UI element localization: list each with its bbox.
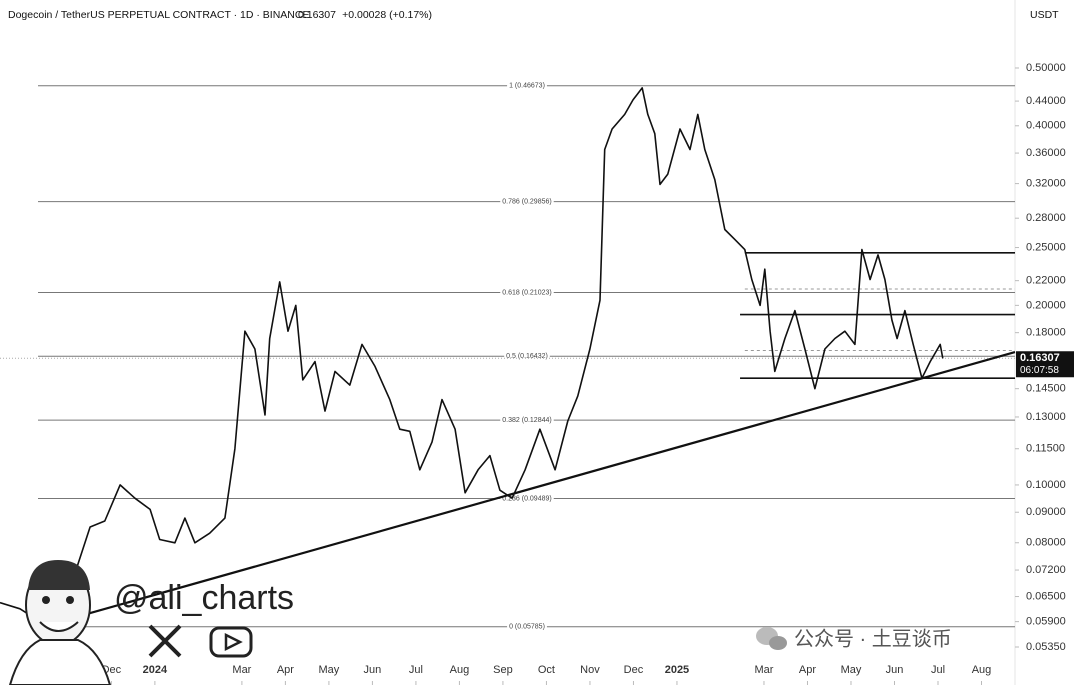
x-tick-label: May: [319, 664, 340, 676]
fib-label: 1 (0.46673): [509, 83, 545, 90]
y-tick-label: 0.08000: [1026, 537, 1066, 549]
x-tick-label: Oct: [538, 664, 555, 676]
y-tick-label: 0.20000: [1026, 299, 1066, 311]
y-tick-label: 0.13000: [1026, 411, 1066, 423]
x-tick-label: Mar: [232, 664, 251, 676]
y-tick-label: 0.28000: [1026, 212, 1066, 224]
avatar-mouth: [39, 621, 79, 632]
fib-label-bg: [500, 289, 554, 297]
y-tick-label: 0.50000: [1026, 62, 1066, 74]
x-tick-label: Jun: [886, 664, 904, 676]
y-tick-label: 0.05350: [1026, 641, 1066, 653]
fib-label-bg: [504, 353, 550, 361]
x-tick-label: Dec: [624, 664, 644, 676]
y-tick-label: 0.14500: [1026, 383, 1066, 395]
x-icon: [148, 624, 182, 658]
fib-label-bg: [507, 82, 547, 90]
wechat-icon: [756, 627, 787, 650]
fib-label-bg: [500, 416, 554, 424]
youtube-icon: [209, 626, 253, 658]
x-tick-label: Jul: [931, 664, 945, 676]
currency: USDT: [1030, 9, 1059, 21]
x-tick-label: Apr: [799, 664, 816, 676]
header-change: +0.00028 (+0.17%): [342, 9, 432, 21]
avatar-eye: [66, 596, 74, 604]
avatar-eye: [42, 596, 50, 604]
x-tick-label: Sep: [493, 664, 513, 676]
fib-label: 0.786 (0.29856): [502, 198, 551, 205]
price-tag-countdown: 06:07:58: [1020, 365, 1059, 376]
y-tick-label: 0.22000: [1026, 275, 1066, 287]
y-tick-label: 0.32000: [1026, 178, 1066, 190]
fib-label-bg: [500, 495, 554, 503]
header-price: 0.16307: [298, 9, 336, 21]
fib-label: 0.236 (0.09489): [502, 495, 551, 502]
x-tick-label: 2024: [143, 664, 168, 676]
wechat-bubble: [769, 636, 787, 650]
watermark-2: 公众号 · 土豆谈币: [794, 627, 952, 650]
y-tick-label: 0.36000: [1026, 147, 1066, 159]
fib-label-bg: [500, 198, 554, 206]
price-tag: [1016, 351, 1074, 378]
x-tick-label: Apr: [277, 664, 294, 676]
plot: 0.50000 0.44000 0.40000 0.36000 0.32000 0.280…: [0, 62, 1074, 685]
avatar: [8, 560, 112, 685]
fib-label: 0.618 (0.21023): [502, 289, 551, 296]
youtube-frame: [209, 626, 253, 658]
header: Dogecoin / TetherUS PERPETUAL CONTRACT ·…: [8, 9, 1059, 21]
price-tag-value: 0.16307: [1020, 352, 1060, 364]
y-tick-label: 0.18000: [1026, 327, 1066, 339]
watermark: @ali_charts: [114, 579, 294, 617]
trendline: [37, 351, 1016, 629]
y-tick-label: 0.05900: [1026, 616, 1066, 628]
symbol-title: Dogecoin / TetherUS PERPETUAL CONTRACT ·…: [8, 9, 309, 21]
y-tick-label: 0.25000: [1026, 241, 1066, 253]
y-tick-label: 0.07200: [1026, 564, 1066, 576]
y-tick-label: 0.44000: [1026, 95, 1066, 107]
x-tick-label: Nov: [580, 664, 600, 676]
fib-label: 0 (0.05785): [509, 624, 545, 631]
x-logo: [148, 624, 182, 658]
fib-label: 0.5 (0.16432): [506, 353, 548, 360]
avatar-body: [8, 639, 112, 685]
price-line: [0, 87, 944, 623]
fib-label: 0.382 (0.12844): [502, 417, 551, 424]
youtube-play: [224, 632, 243, 652]
x-tick-label: Jun: [364, 664, 382, 676]
y-tick-label: 0.40000: [1026, 120, 1066, 132]
y-tick-label: 0.06500: [1026, 590, 1066, 602]
x-tick-label: Aug: [450, 664, 470, 676]
x-tick-label: May: [841, 664, 862, 676]
fib-label-bg: [507, 623, 547, 631]
y-tick-label: 0.11500: [1026, 443, 1065, 455]
avatar-hair: [28, 560, 90, 590]
y-tick-label: 0.10000: [1026, 479, 1066, 491]
x-tick-label: 2025: [665, 664, 689, 676]
x-tick-label: Mar: [754, 664, 773, 676]
x-tick-label: Jul: [409, 664, 423, 676]
y-tick-label: 0.09000: [1026, 506, 1066, 518]
x-tick-label: Aug: [972, 664, 992, 676]
